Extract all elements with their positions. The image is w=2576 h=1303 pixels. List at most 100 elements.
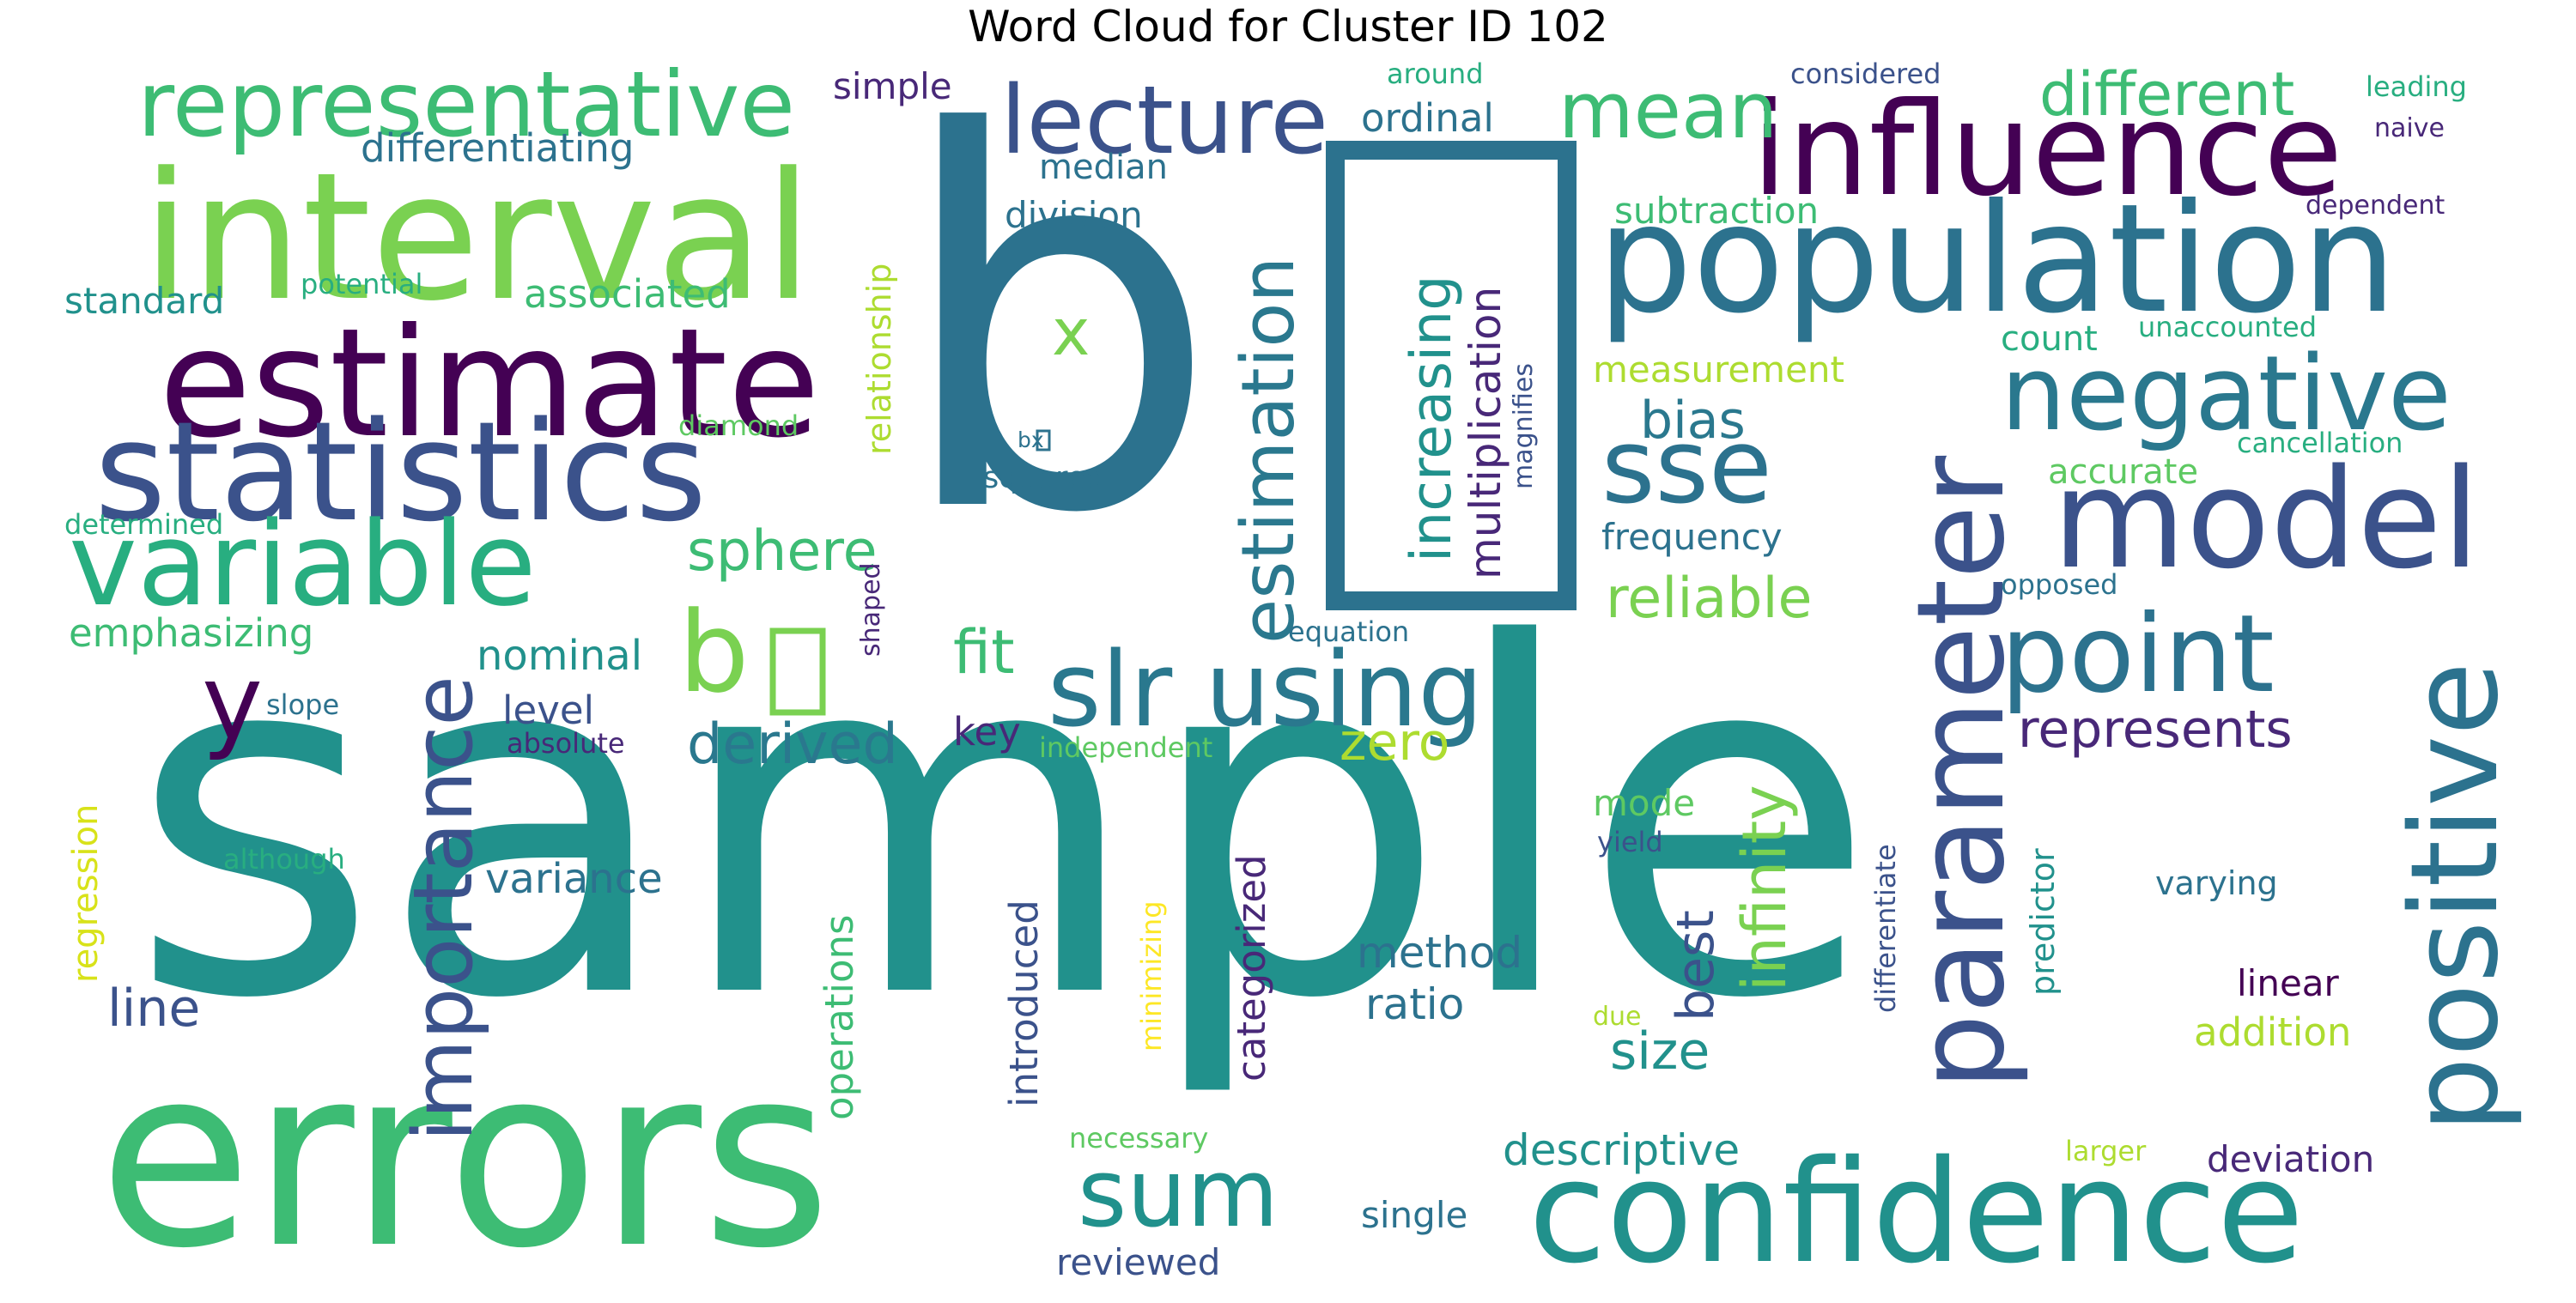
word-method: method [1357, 928, 1523, 978]
word-larger: larger [2065, 1135, 2147, 1167]
word-unaccounted: unaccounted [2138, 311, 2318, 343]
word-represents: represents [2018, 700, 2293, 760]
word-sse: sse [1601, 408, 1772, 527]
word-population: population [1597, 173, 2397, 347]
word-slope: slope [266, 688, 340, 721]
word-dependent: dependent [2306, 191, 2445, 221]
word-regression: regression [66, 803, 106, 983]
word-cancellation: cancellation [2237, 427, 2403, 459]
word-standard: standard [64, 280, 225, 322]
word-best: best [1666, 910, 1726, 1021]
word-around: around [1387, 58, 1484, 90]
word-magnifies: magnifies [1509, 363, 1539, 489]
word-median: median [1039, 148, 1168, 187]
word-emphasizing: emphasizing [69, 610, 314, 656]
word-relationship: relationship [860, 263, 898, 455]
word-y: y [202, 644, 264, 763]
word-confidence: confidence [1528, 1130, 2305, 1294]
word-diamond: diamond [678, 409, 799, 442]
word-negative: negative [2001, 335, 2451, 454]
word-key: key [953, 709, 1021, 755]
word-slr-using: slr using [1048, 631, 1484, 750]
word-squared: squared [983, 461, 1105, 495]
word-operations: operations [817, 914, 862, 1120]
word-reviewed: reviewed [1056, 1241, 1221, 1283]
word-subtraction: subtraction [1614, 190, 1820, 232]
word-mean: mean [1558, 66, 1778, 156]
word-line: line [107, 979, 201, 1039]
word-size: size [1610, 1021, 1710, 1082]
word-bias: bias [1640, 391, 1746, 451]
word-positive: positive [2385, 661, 2525, 1133]
word-fit: fit [953, 617, 1015, 688]
word-potential: potential [301, 268, 423, 300]
word-mode: mode [1593, 782, 1696, 824]
word-lecture: lecture [1000, 65, 1329, 175]
word-differentiating: differentiating [361, 125, 635, 171]
word-level: level [502, 688, 595, 733]
word-point: point [2001, 592, 2275, 717]
word-sphere: sphere [687, 519, 878, 584]
figure-title: Word Cloud for Cluster ID 102 [968, 2, 1608, 52]
word-nominal: nominal [477, 632, 643, 680]
word-ordinal: ordinal [1361, 95, 1494, 141]
word-estimation: estimation [1226, 256, 1311, 644]
word-estimate: estimate [159, 297, 821, 471]
word-interval: interval [142, 136, 813, 340]
word-leading: leading [2366, 70, 2467, 103]
word-simple: simple [833, 65, 952, 107]
word-model: model [2052, 439, 2481, 599]
word-frequency: frequency [1601, 516, 1783, 558]
word-measurement: measurement [1593, 348, 1845, 391]
word-x: x [1052, 294, 1091, 370]
word-considered: considered [1790, 58, 1941, 90]
word-variable: variable [69, 497, 537, 632]
word-reliable: reliable [1606, 567, 1813, 631]
word-associated: associated [524, 271, 731, 317]
word-minimizing: minimizing [1135, 900, 1168, 1051]
word-categorized: categorized [1229, 854, 1274, 1082]
word-absolute: absolute [507, 727, 625, 760]
word-ratio: ratio [1365, 979, 1465, 1029]
word-yield: yield [1597, 826, 1663, 858]
word-deviation: deviation [2207, 1138, 2375, 1180]
word-b-box-small: b [678, 587, 750, 718]
word-linear: linear [2237, 962, 2339, 1004]
word-accurate: accurate [2048, 452, 2199, 492]
word-importance: importance [397, 676, 491, 1142]
word-division: division [1005, 194, 1143, 236]
word-necessary: necessary [1069, 1122, 1209, 1155]
word-sample: sample [129, 544, 1878, 1104]
word-determined: determined [64, 508, 224, 541]
word-naive: naive [2374, 113, 2445, 143]
word-influence: influence [1752, 76, 2343, 225]
word-variance: variance [485, 855, 663, 903]
word-varying: varying [2155, 864, 2278, 902]
word-representative: representative [137, 52, 796, 157]
word-b-box-x: bx [1018, 427, 1044, 452]
word-shaped: shaped [856, 562, 886, 657]
word-equation: equation [1288, 615, 1410, 648]
word-due: due [1593, 1002, 1642, 1032]
word-zero: zero [1340, 712, 1450, 773]
word-derived: derived [687, 712, 898, 777]
word-multiplication: multiplication [1461, 286, 1510, 579]
word-independent: independent [1039, 731, 1213, 764]
word-statistics: statistics [94, 391, 708, 552]
word-increasing: increasing [1400, 275, 1464, 563]
word-infinity: infinity [1729, 785, 1800, 991]
word-b-box-big: b [893, 26, 1220, 626]
word-predictor: predictor [2024, 848, 2062, 996]
word-addition: addition [2194, 1009, 2352, 1055]
word-different: different [2039, 59, 2295, 130]
word-descriptive: descriptive [1503, 1125, 1741, 1175]
word-parameter: parameter [1892, 455, 2032, 1090]
word-sum: sum [1078, 1138, 1279, 1248]
word-errors: errors [99, 1014, 832, 1303]
word-opposed: opposed [2001, 568, 2118, 601]
word-single: single [1361, 1194, 1468, 1236]
word-introduced: introduced [1001, 900, 1047, 1107]
word-although: although [223, 843, 345, 876]
word-differentiate: differentiate [1869, 844, 1902, 1013]
